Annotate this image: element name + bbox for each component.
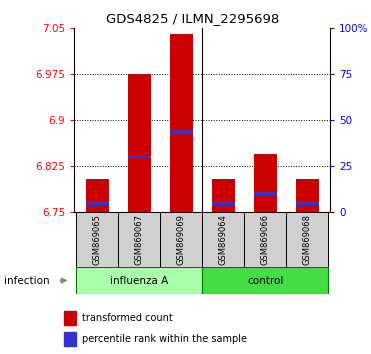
Bar (76, 212, 118, 267)
Bar (202, 212, 244, 267)
Text: percentile rank within the sample: percentile rank within the sample (82, 334, 247, 344)
Text: GDS4825 / ILMN_2295698: GDS4825 / ILMN_2295698 (106, 12, 279, 25)
Text: influenza A: influenza A (110, 275, 168, 286)
Text: GSM869068: GSM869068 (303, 214, 312, 266)
Text: transformed count: transformed count (82, 313, 173, 323)
Text: GSM869065: GSM869065 (93, 215, 102, 265)
Bar (170, 34, 193, 212)
Bar (244, 212, 286, 267)
Text: GSM869066: GSM869066 (261, 214, 270, 266)
Bar (296, 179, 319, 212)
Bar (170, 130, 193, 134)
Bar (211, 201, 235, 205)
Text: infection: infection (4, 275, 49, 286)
Bar (254, 192, 277, 195)
Text: control: control (247, 275, 283, 286)
Bar (65, 312, 76, 325)
Bar (86, 201, 109, 205)
Bar (65, 332, 76, 346)
Bar (128, 74, 151, 212)
Bar (254, 154, 277, 212)
Bar (160, 212, 202, 267)
Text: GSM869069: GSM869069 (177, 215, 186, 265)
Text: GSM869064: GSM869064 (219, 215, 228, 265)
Bar (286, 212, 328, 267)
Bar (202, 267, 328, 294)
Bar (296, 201, 319, 205)
Bar (211, 179, 235, 212)
Bar (76, 267, 202, 294)
Bar (86, 179, 109, 212)
Text: GSM869067: GSM869067 (135, 214, 144, 266)
Bar (118, 212, 160, 267)
Bar (128, 155, 151, 158)
